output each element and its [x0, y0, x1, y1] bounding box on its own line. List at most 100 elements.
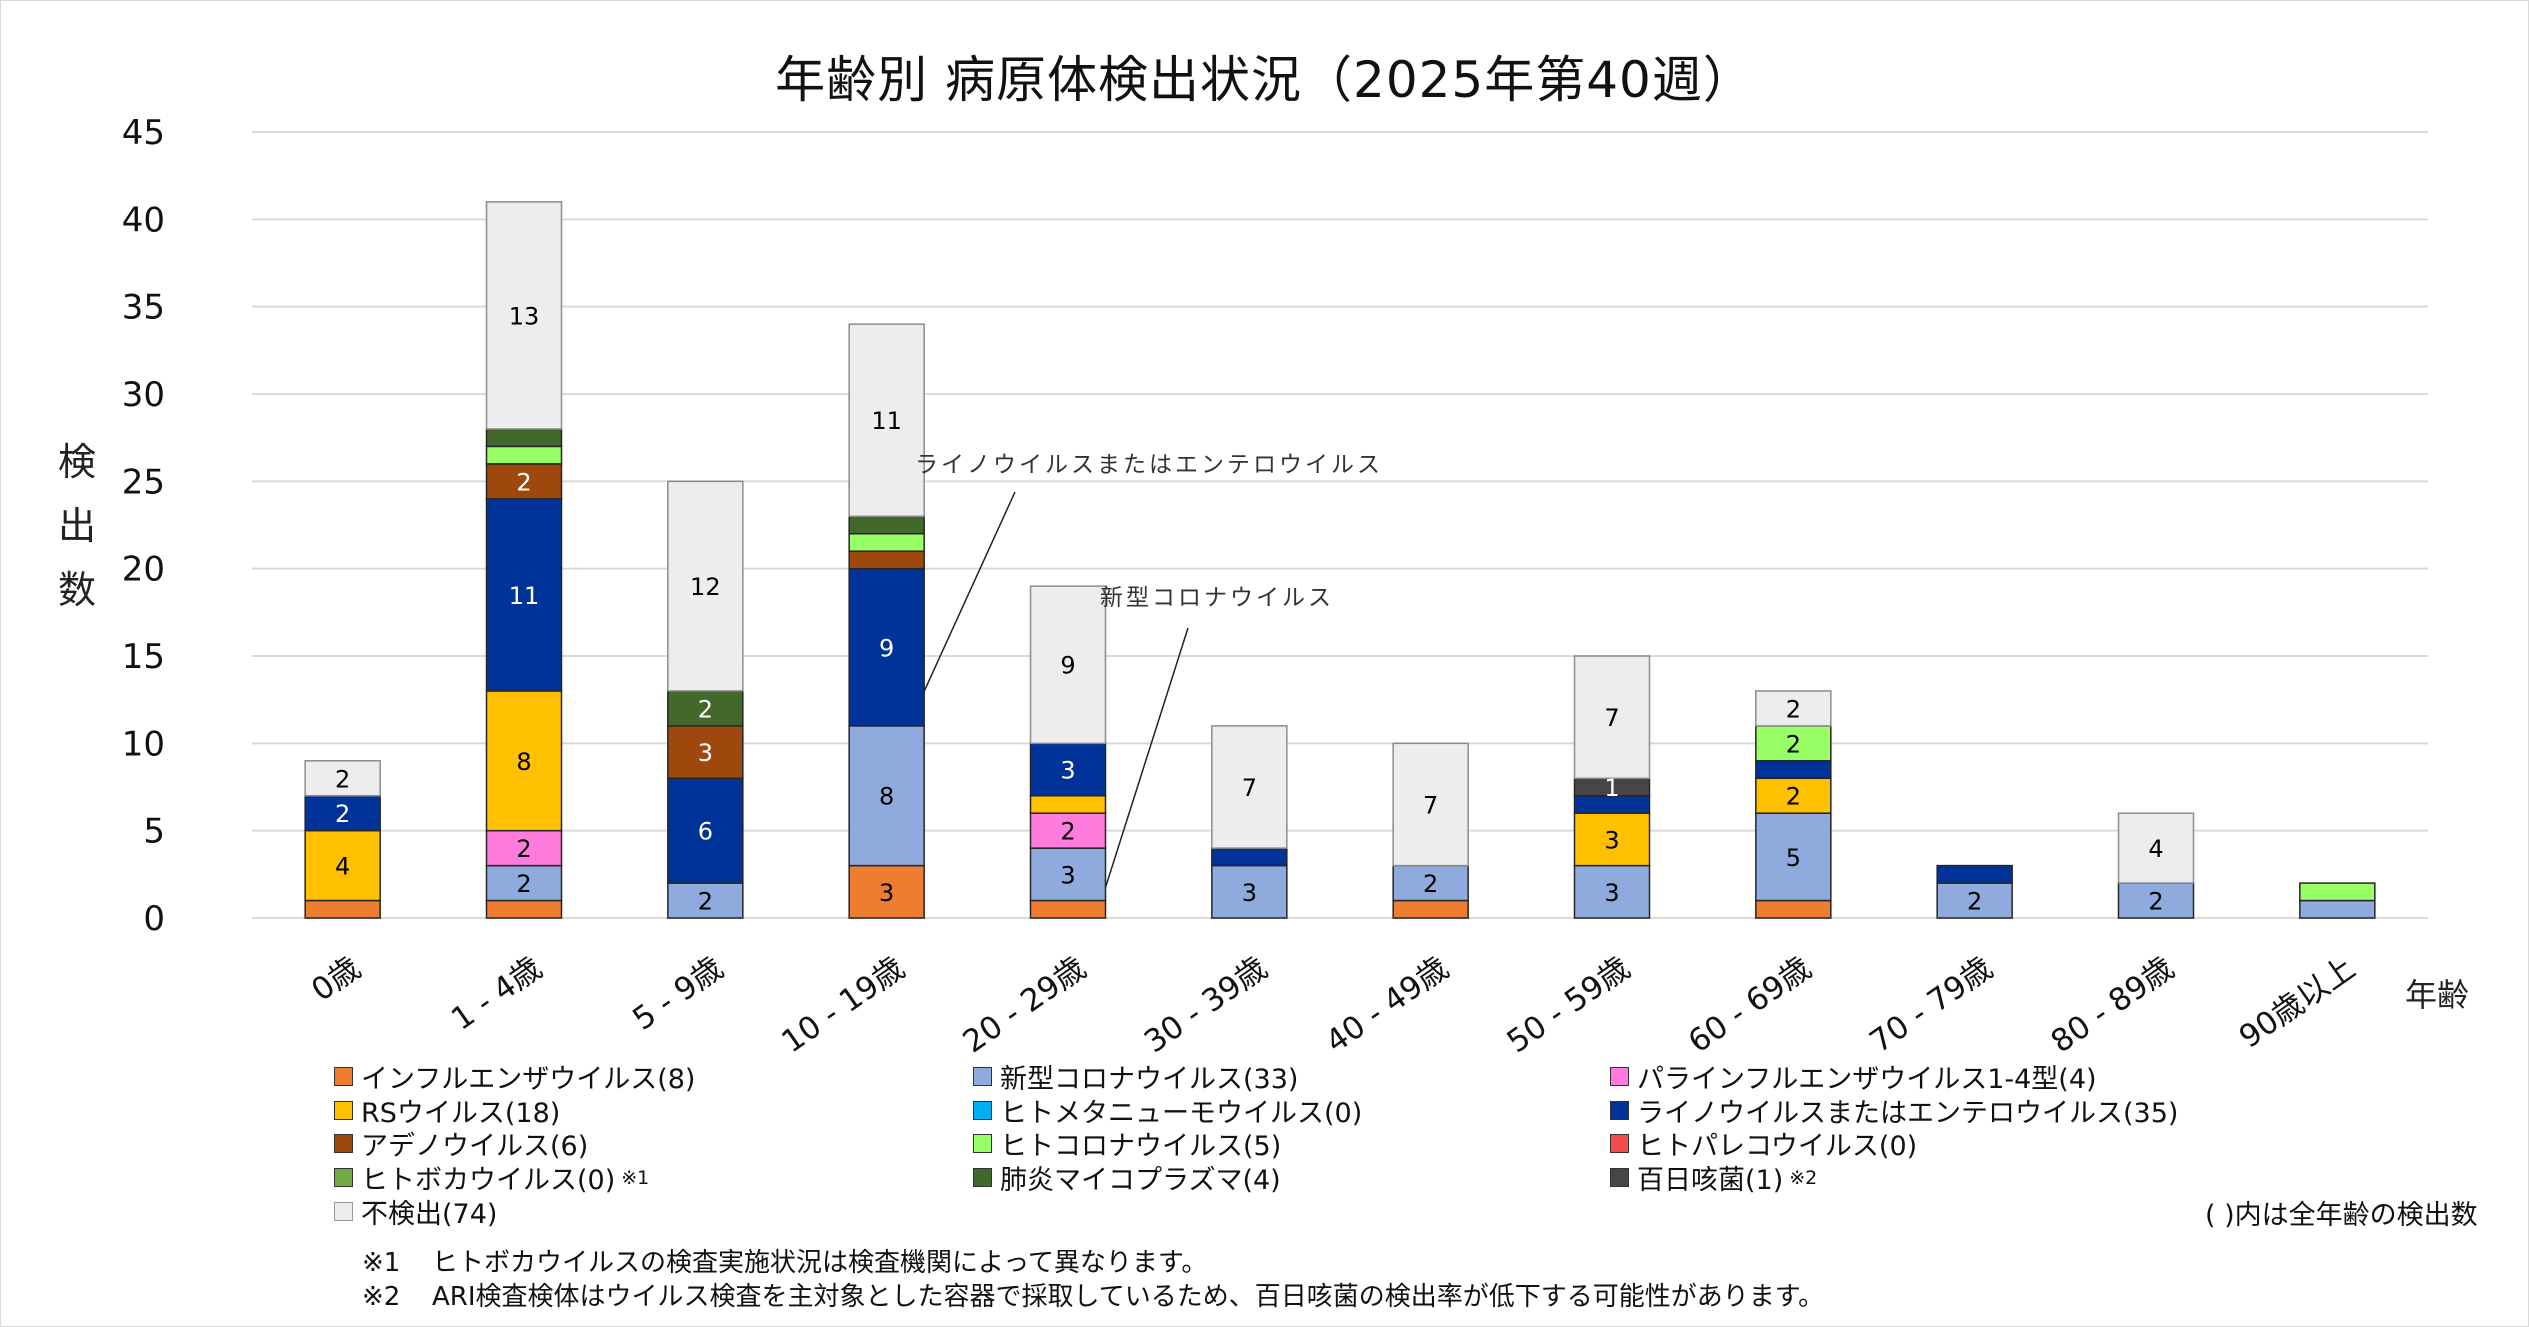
- legend-swatch: [334, 1067, 353, 1086]
- legend-item: 百日咳菌(1) ※2: [1610, 1158, 1817, 1197]
- bar-data-label: 3: [698, 739, 713, 767]
- bar-segment: [1029, 794, 1107, 814]
- bar-segment: [485, 690, 563, 832]
- bar-segment: [1211, 864, 1288, 919]
- annotation-label: ライノウイルスまたはエンテロウイルス: [915, 452, 1383, 478]
- bar-data-label: 2: [1786, 783, 1801, 811]
- y-axis-label-char: 出: [57, 504, 96, 548]
- bar-data-label: 2: [698, 695, 713, 723]
- bar-segment: [1755, 690, 1832, 727]
- x-tick-label: 80 - 89歳: [2045, 950, 2181, 1060]
- bars: [304, 201, 2376, 919]
- bar-segment: [848, 864, 925, 919]
- y-axis-label: 検出数: [52, 430, 102, 622]
- x-tick-label: 40 - 49歳: [1319, 950, 1455, 1060]
- bar-segment: [1211, 725, 1288, 849]
- legend-footnote-mark: ※1: [621, 1166, 650, 1189]
- bar-segment: [1936, 864, 2013, 884]
- legend-swatch: [334, 1168, 353, 1187]
- bar-segment: [2299, 899, 2376, 919]
- y-tick-label: 35: [122, 288, 165, 328]
- bar-segment: [1029, 899, 1107, 919]
- bar-segment: [667, 480, 744, 692]
- legend-label: ヒトパレコウイルス(0): [1637, 1131, 1918, 1162]
- x-tick-label: 0歳: [305, 950, 367, 1009]
- bar-data-label: 4: [2148, 835, 2163, 863]
- y-tick-label: 25: [122, 462, 165, 502]
- legend-item: ヒトコロナウイルス(5): [973, 1124, 1281, 1163]
- y-tick-label: 40: [122, 200, 165, 240]
- bar-segment: [1029, 585, 1107, 745]
- legend-swatch: [973, 1168, 992, 1187]
- y-tick-label: 5: [143, 812, 165, 852]
- bar-segment: [848, 550, 925, 570]
- bar-segment: [848, 323, 925, 518]
- x-tick-label: 70 - 79歳: [1863, 950, 1999, 1060]
- bar-data-label: 3: [1242, 879, 1257, 907]
- legend-item: ライノウイルスまたはエンテロウイルス(35): [1610, 1091, 2178, 1130]
- y-axis-label-char: 検: [57, 440, 96, 484]
- legend-item: インフルエンザウイルス(8): [334, 1057, 695, 1096]
- chart-title: 年齢別 病原体検出状況（2025年第40週）: [775, 51, 1754, 109]
- bar-data-label: 8: [879, 783, 894, 811]
- legend-item: パラインフルエンザウイルス1-4型(4): [1610, 1057, 2097, 1096]
- legend-label: ヒトメタニューモウイルス(0): [1000, 1098, 1363, 1129]
- bar-data-label: 2: [335, 765, 350, 793]
- bar-data-label: 11: [509, 582, 540, 610]
- x-tick-label: 10 - 19歳: [775, 950, 911, 1060]
- bar-data-label: 3: [1060, 757, 1075, 785]
- bar-segment: [485, 864, 563, 902]
- bar-segment: [1392, 864, 1469, 902]
- bar-data-label: 2: [1786, 730, 1801, 758]
- bar-segment: [304, 899, 381, 919]
- bar-data-label: 5: [1786, 844, 1801, 872]
- bar-segment: [485, 201, 563, 430]
- bar-data-label: 2: [1967, 888, 1982, 916]
- bar-data-label: 2: [335, 800, 350, 828]
- bar-data-label: 7: [1604, 704, 1619, 732]
- bar-segment: [1755, 725, 1832, 762]
- legend-swatch: [973, 1101, 992, 1120]
- bar-segment: [848, 532, 925, 552]
- bar-data-label: 4: [335, 853, 350, 881]
- bar-data-label: 11: [871, 407, 902, 435]
- legend-swatch: [334, 1202, 353, 1221]
- bar-segment: [485, 463, 563, 500]
- bar-segment: [1029, 742, 1107, 797]
- footnote-mark: ※2: [362, 1282, 401, 1312]
- bar-segment: [304, 760, 381, 797]
- annotation-leader-line: [923, 491, 1016, 692]
- legend-label: RSウイルス(18): [361, 1098, 561, 1129]
- bar-segment: [1211, 847, 1288, 867]
- bar-segment: [1573, 864, 1651, 919]
- legend-swatch: [973, 1134, 992, 1153]
- x-tick-label: 30 - 39歳: [1138, 950, 1274, 1060]
- bar-data-label: 2: [516, 870, 531, 898]
- x-tick-label: 5 - 9歳: [626, 950, 730, 1038]
- bar-data-label: 2: [2148, 888, 2163, 916]
- legend-label: ライノウイルスまたはエンテロウイルス(35): [1637, 1098, 2179, 1129]
- legend-item: 肺炎マイコプラズマ(4): [973, 1158, 1281, 1197]
- bar-data-label: 6: [698, 818, 713, 846]
- bar-segment: [304, 794, 381, 832]
- legend-swatch: [1610, 1134, 1629, 1153]
- x-tick-label: 20 - 29歳: [957, 950, 1093, 1060]
- legend-item: 新型コロナウイルス(33): [973, 1057, 1298, 1096]
- legend-swatch: [1610, 1168, 1629, 1187]
- bar-data-label: 3: [879, 879, 894, 907]
- bar-data-label: 2: [1786, 695, 1801, 723]
- footnote-2: ※2 ARI検査検体はウイルス検査を主対象とした容器で採取しているため、百日咳菌の…: [362, 1276, 1824, 1313]
- legend-label: ヒトコロナウイルス(5): [1000, 1131, 1282, 1162]
- footnote-mark: ※1: [362, 1248, 401, 1278]
- bar-data-label: 7: [1242, 774, 1257, 802]
- legend-note: ( )内は全年齢の検出数: [2205, 1200, 2478, 1231]
- bar-segment: [1755, 760, 1832, 780]
- y-axis-label-char: 数: [57, 568, 96, 612]
- y-tick-label: 30: [122, 375, 165, 415]
- legend-label: パラインフルエンザウイルス1-4型(4): [1637, 1064, 2097, 1095]
- bar-segment: [1392, 899, 1469, 919]
- bar-data-label: 1: [1604, 774, 1619, 802]
- legend-swatch: [334, 1101, 353, 1120]
- bar-segment: [1029, 847, 1107, 902]
